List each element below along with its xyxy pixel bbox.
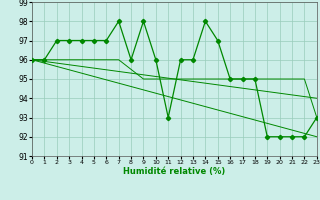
X-axis label: Humidité relative (%): Humidité relative (%) (123, 167, 226, 176)
